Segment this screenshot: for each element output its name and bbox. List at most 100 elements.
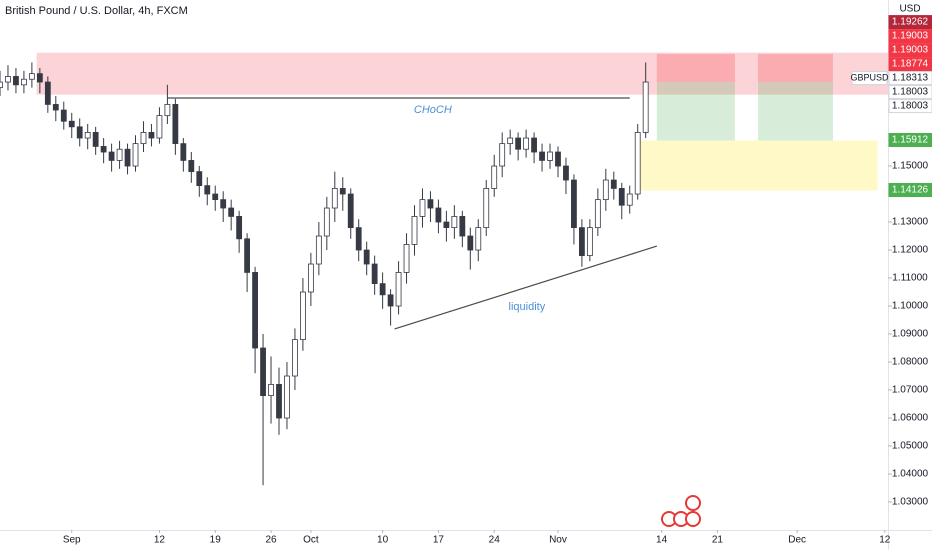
candle-body bbox=[626, 193, 633, 206]
candle-body bbox=[634, 132, 641, 195]
y-tick-label: 1.06000 bbox=[892, 413, 929, 424]
candle-body bbox=[116, 148, 123, 161]
candle-body bbox=[28, 73, 35, 80]
x-tick-label: 19 bbox=[210, 535, 222, 546]
annotation: CHoCH bbox=[414, 104, 452, 116]
price-tag bbox=[888, 182, 932, 197]
price-tag-label: 1.15912 bbox=[892, 135, 929, 146]
candle-body bbox=[260, 347, 266, 397]
candle-body bbox=[212, 193, 219, 201]
symbol-label: GBPUSD bbox=[850, 72, 889, 82]
zone bbox=[36, 52, 889, 95]
candle-body bbox=[220, 199, 227, 209]
price-tag-label: 1.18003 bbox=[892, 101, 929, 112]
candle-body bbox=[539, 151, 545, 161]
candle-body bbox=[180, 143, 187, 161]
candle-body bbox=[515, 137, 522, 150]
candle-body bbox=[252, 272, 258, 349]
candle-body bbox=[172, 104, 179, 145]
x-tick-label: 10 bbox=[377, 535, 389, 546]
candle-body bbox=[148, 132, 155, 139]
candle-body bbox=[0, 81, 3, 89]
annotation: liquidity bbox=[509, 301, 546, 313]
candle-body bbox=[21, 78, 27, 86]
zones bbox=[36, 52, 889, 191]
candle-body bbox=[339, 188, 346, 195]
candle-body bbox=[108, 151, 115, 161]
y-tick-label: 1.13000 bbox=[892, 217, 929, 228]
event-icon[interactable] bbox=[685, 511, 701, 527]
candle-body bbox=[602, 179, 609, 201]
axes: 1.03000 1.04000 1.05000 1.06000 1.07000 1.080… bbox=[63, 15, 932, 546]
x-tick-label: Dec bbox=[788, 535, 806, 546]
candle-body bbox=[124, 148, 131, 167]
candle-body bbox=[451, 216, 458, 229]
candle-body bbox=[244, 238, 251, 273]
candle-body bbox=[435, 207, 442, 223]
y-tick-label: 1.04000 bbox=[892, 469, 929, 480]
candle-body bbox=[268, 384, 274, 397]
y-tick-label: 1.11000 bbox=[892, 273, 928, 284]
price-tag-label: 1.18003 bbox=[892, 87, 929, 98]
candle-body bbox=[642, 81, 649, 133]
candle-body bbox=[284, 375, 290, 419]
price-tag bbox=[888, 15, 932, 30]
candle-body bbox=[140, 132, 147, 145]
candle-body bbox=[300, 291, 306, 341]
zone bbox=[636, 140, 878, 191]
x-tick-label: 12 bbox=[879, 535, 891, 546]
x-tick-label: Nov bbox=[549, 535, 567, 546]
candle-body bbox=[610, 179, 617, 189]
candle-body bbox=[363, 249, 370, 265]
candle-body bbox=[52, 104, 59, 111]
symbol-tag bbox=[851, 71, 888, 86]
candle-body bbox=[507, 137, 514, 145]
candle-body bbox=[76, 126, 83, 139]
candle-body bbox=[236, 216, 243, 240]
candle-body bbox=[371, 263, 378, 285]
x-tick-label: 17 bbox=[433, 535, 445, 546]
candle-body bbox=[156, 115, 163, 139]
zone bbox=[656, 81, 735, 141]
candle-body bbox=[331, 188, 338, 209]
candle-body bbox=[563, 165, 569, 181]
x-tick-label: 21 bbox=[712, 535, 724, 546]
candle-body bbox=[347, 193, 354, 229]
candle-body bbox=[315, 235, 322, 265]
price-tag bbox=[888, 43, 932, 58]
event-icons bbox=[661, 495, 701, 527]
candle-body bbox=[555, 151, 561, 167]
candle-body bbox=[499, 143, 506, 167]
candle-body bbox=[579, 227, 585, 257]
candle-body bbox=[84, 132, 91, 139]
candle-body bbox=[427, 199, 434, 209]
zone bbox=[758, 53, 833, 82]
candle-body bbox=[92, 132, 99, 147]
candle-body bbox=[491, 165, 498, 189]
candles bbox=[0, 62, 649, 486]
candle-body bbox=[307, 263, 314, 293]
candle-body bbox=[483, 188, 490, 229]
x-tick-label: 24 bbox=[489, 535, 501, 546]
candle-body bbox=[228, 207, 235, 217]
candle-body bbox=[188, 160, 195, 173]
x-tick-label: 12 bbox=[154, 535, 166, 546]
price-tag-label: 1.19003 bbox=[892, 45, 929, 56]
candle-body bbox=[547, 151, 553, 161]
price-tag bbox=[888, 29, 932, 44]
currency-label: USD bbox=[899, 4, 920, 15]
y-tick-label: 1.12000 bbox=[892, 245, 929, 256]
x-tick-label: Oct bbox=[303, 535, 319, 546]
x-tick-label: Sep bbox=[63, 535, 81, 546]
candle-body bbox=[292, 339, 298, 377]
candle-body bbox=[419, 199, 426, 217]
candle-body bbox=[586, 227, 593, 257]
y-tick-label: 1.09000 bbox=[892, 329, 929, 340]
y-tick-label: 1.07000 bbox=[892, 385, 929, 396]
price-tag-label: 1.18313 bbox=[892, 73, 929, 84]
candle-body bbox=[379, 283, 386, 296]
price-tag bbox=[888, 85, 932, 100]
event-icon[interactable] bbox=[685, 495, 701, 511]
